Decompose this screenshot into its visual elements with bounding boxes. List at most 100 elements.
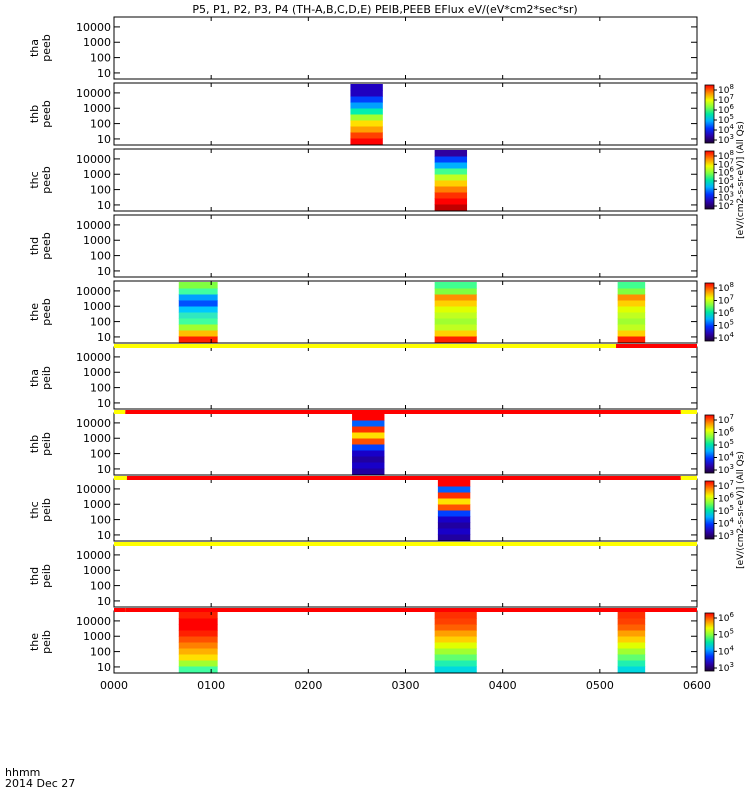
colorbar-tick-label: 106: [718, 166, 734, 179]
heat-cell: [178, 636, 218, 643]
y-tick-label: 100: [90, 52, 111, 65]
heat-cell: [617, 330, 646, 337]
panel-frame: [113, 544, 698, 608]
heat-block: [178, 282, 218, 343]
heat-cell: [434, 624, 477, 631]
colorbar-tick-label: 104: [718, 123, 734, 136]
y-tick-label: 10: [97, 67, 111, 80]
colorbar: [704, 414, 715, 474]
mode-segment: [114, 410, 126, 414]
heat-cell: [350, 102, 383, 109]
heat-cell: [352, 432, 385, 439]
heat-cell: [617, 648, 646, 655]
heat-cell: [434, 294, 477, 301]
heat-cell: [617, 324, 646, 331]
chart-title: P5, P1, P2, P3, P4 (TH-A,B,C,D,E) PEIB,P…: [192, 3, 577, 16]
colorbar-tick-label: 103: [718, 529, 734, 542]
heat-cell: [434, 654, 477, 661]
y-tick-label: 10: [97, 397, 111, 410]
heat-cell: [350, 132, 383, 139]
heat-cell: [434, 174, 468, 181]
heat-cell: [434, 336, 477, 343]
heat-cell: [437, 492, 471, 499]
y-tick-label: 1000: [83, 630, 111, 643]
heat-cell: [437, 498, 471, 505]
heat-block: [352, 414, 385, 475]
x-tick-label: 0600: [683, 679, 711, 692]
heat-cell: [617, 336, 646, 343]
mode-segment: [114, 476, 127, 480]
y-tick-label: 10: [97, 595, 111, 608]
heat-cell: [434, 186, 468, 193]
mode-bar: [114, 608, 697, 612]
y-tick-label: 1000: [83, 564, 111, 577]
colorbar-tick-label: 106: [718, 611, 734, 624]
heat-cell: [617, 300, 646, 307]
heat-cell: [437, 486, 471, 493]
heat-cell: [178, 642, 218, 649]
colorbar-tick-label: 107: [718, 413, 734, 426]
colorbar-tick-label: 103: [718, 191, 734, 204]
x-tick-label: 0400: [489, 679, 517, 692]
heat-cell: [434, 324, 477, 331]
heat-cell: [617, 306, 646, 313]
panel: 10 100 1000 10000 thdpeeb: [28, 214, 698, 278]
heat-cell: [178, 288, 218, 295]
heat-cell: [352, 450, 385, 457]
heat-cell: [434, 648, 477, 655]
panel-ylabel: thepeib: [28, 630, 53, 654]
y-tick-label: 100: [90, 184, 111, 197]
y-tick-label: 10000: [76, 483, 111, 496]
y-tick-label: 10: [97, 265, 111, 278]
heat-cell: [178, 624, 218, 631]
heat-cell: [352, 420, 385, 427]
y-tick-label: 10000: [76, 285, 111, 298]
heat-cell: [350, 90, 383, 97]
heat-cell: [352, 462, 385, 469]
heat-cell: [178, 324, 218, 331]
heat-cell: [434, 630, 477, 637]
colorbar: [704, 150, 715, 210]
heat-cell: [178, 648, 218, 655]
colorbar-tick-label: 103: [718, 133, 734, 146]
heat-cell: [434, 636, 477, 643]
panel: 10 100 1000 10000 thdpeib: [28, 544, 698, 608]
heat-cell: [434, 150, 468, 157]
x-tick-label: 0100: [197, 679, 225, 692]
mode-segment: [126, 476, 681, 480]
y-tick-label: 100: [90, 448, 111, 461]
heat-cell: [350, 138, 383, 145]
y-tick-label: 100: [90, 382, 111, 395]
y-tick-label: 100: [90, 118, 111, 131]
panel-frame: [113, 82, 698, 146]
x-tick-label-top: hhmm: [5, 766, 40, 779]
heat-cell: [434, 156, 468, 163]
mode-segment: [680, 476, 697, 480]
colorbar: [704, 480, 715, 540]
colorbar-tick-label: 107: [718, 294, 734, 307]
y-tick-label: 10: [97, 661, 111, 674]
y-tick-label: 10: [97, 331, 111, 344]
heat-cell: [617, 636, 646, 643]
heat-cell: [437, 510, 471, 517]
y-tick-label: 10: [97, 529, 111, 542]
colorbar-tick-label: 107: [718, 93, 734, 106]
heat-cell: [178, 282, 218, 289]
y-tick-label: 10: [97, 199, 111, 212]
colorbar-tick-label: 105: [718, 319, 734, 332]
heat-cell: [437, 534, 471, 541]
colorbar-tick-label: 105: [718, 438, 734, 451]
heat-block: [437, 480, 471, 541]
heat-cell: [434, 306, 477, 313]
panel-frame: [113, 478, 698, 542]
colorbar-tick-label: 106: [718, 492, 734, 505]
heat-cell: [434, 666, 477, 673]
heat-cell: [617, 618, 646, 625]
heat-cell: [434, 204, 468, 211]
y-tick-label: 1000: [83, 234, 111, 247]
heat-cell: [352, 414, 385, 421]
panel-ylabel: thcpeib: [28, 498, 53, 522]
